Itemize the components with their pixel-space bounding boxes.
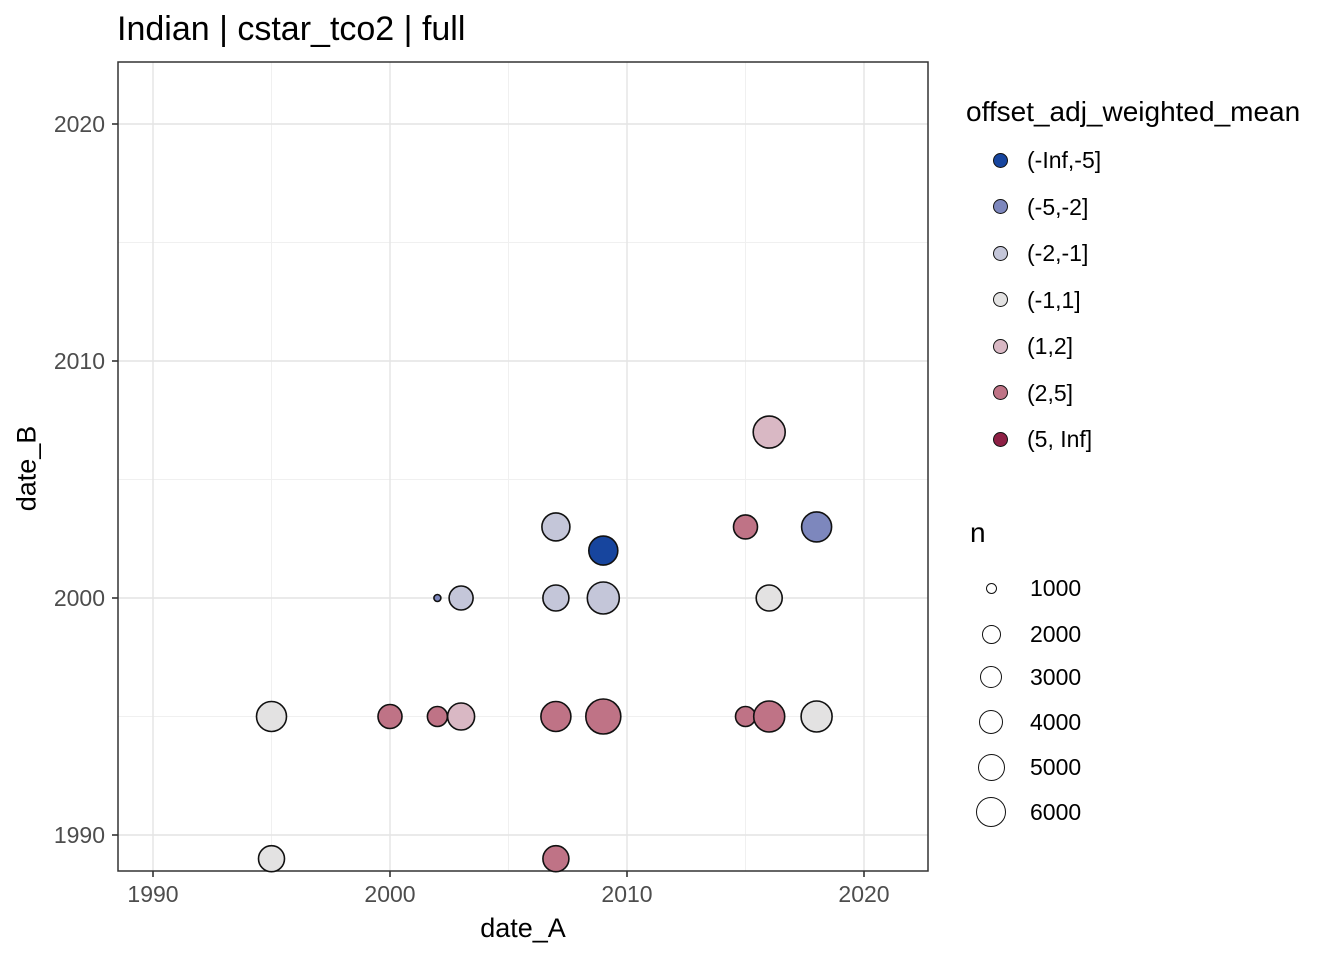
color-legend-key-dot [992, 431, 1008, 447]
data-point [433, 593, 442, 603]
plot-title: Indian | cstar_tco2 | full [117, 10, 466, 48]
data-point [755, 584, 784, 612]
x-tick-label: 2020 [838, 881, 890, 907]
data-point [540, 700, 572, 733]
data-point [732, 514, 759, 540]
size-legend-key-circle [981, 624, 1001, 644]
x-axis-title: date_A [480, 913, 566, 943]
color-legend-label: (-1,1] [1027, 286, 1081, 313]
size-legend-key-circle [977, 753, 1005, 781]
color-legend-key-dot [992, 385, 1008, 400]
color-legend-key-dot [992, 199, 1008, 214]
color-legend-label: (5, Inf] [1027, 426, 1093, 452]
size-legend-label: 2000 [1030, 621, 1082, 647]
data-point [446, 702, 476, 731]
color-legend-label: (-Inf,-5] [1027, 147, 1102, 173]
y-tick-label: 2000 [53, 585, 105, 611]
color-legend-label: (-2,-1] [1027, 240, 1089, 266]
data-point [542, 844, 570, 873]
panel-border [117, 61, 929, 872]
size-legend-key-circle [976, 797, 1006, 827]
size-legend-label: 3000 [1030, 664, 1082, 690]
data-point [752, 700, 786, 733]
data-point [800, 700, 833, 733]
data-point [541, 512, 571, 542]
y-tick-label: 2010 [53, 348, 105, 374]
y-axis-title: date_B [11, 425, 42, 512]
size-legend-label: 6000 [1030, 799, 1082, 825]
color-legend-title: offset_adj_weighted_mean [966, 96, 1301, 127]
x-tick-label: 1990 [127, 881, 179, 907]
y-tick-label: 1990 [53, 822, 105, 848]
data-point [584, 698, 622, 735]
size-legend-key-circle [985, 582, 997, 594]
color-legend-label: (2,5] [1027, 379, 1074, 406]
data-point [734, 705, 757, 728]
size-legend-label: 5000 [1030, 754, 1082, 780]
data-point [257, 844, 286, 873]
color-legend-label: (-5,-2] [1027, 193, 1089, 220]
size-legend-label: 1000 [1030, 575, 1082, 601]
data-point [800, 511, 833, 543]
y-tick-label: 2020 [53, 111, 105, 137]
color-legend-key-dot [992, 338, 1008, 354]
data-point [542, 584, 570, 612]
color-legend-label: (1,2] [1027, 333, 1074, 359]
x-tick-label: 2000 [364, 881, 416, 907]
size-legend-label: 4000 [1030, 709, 1082, 735]
data-point [586, 581, 621, 615]
data-point [255, 700, 288, 733]
size-legend-key-circle [979, 710, 1003, 734]
data-point [587, 535, 619, 566]
data-point [752, 415, 787, 449]
size-legend-key-circle [980, 666, 1002, 688]
x-tick-label: 2010 [601, 881, 653, 907]
data-point [377, 703, 403, 730]
color-legend-key-dot [992, 152, 1008, 168]
data-point [448, 585, 474, 611]
data-point [426, 705, 449, 728]
color-legend-key-dot [992, 245, 1008, 261]
size-legend-title: n [970, 517, 986, 548]
color-legend-key-dot [992, 292, 1008, 307]
